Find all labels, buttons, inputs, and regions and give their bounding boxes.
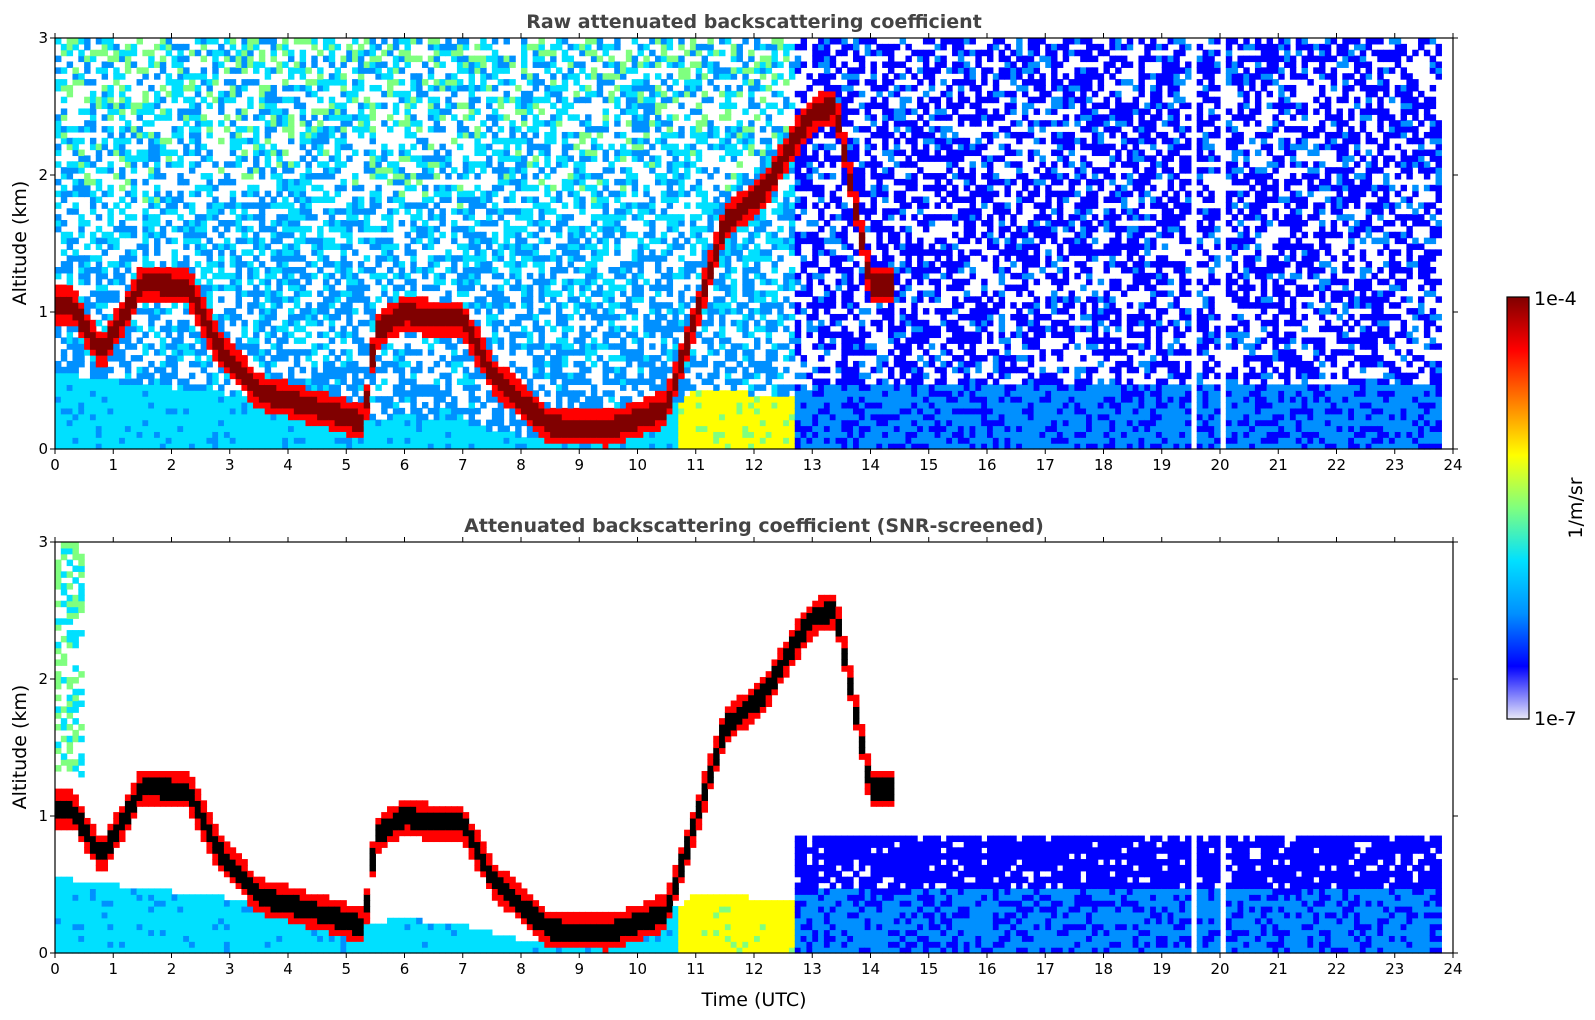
x-tick-label: 24 <box>1443 960 1462 978</box>
y-tick-label: 1 <box>38 807 48 825</box>
screened-heatmap <box>55 542 1453 954</box>
x-tick-label: 14 <box>861 960 880 978</box>
x-tick-label: 13 <box>803 960 822 978</box>
x-tick-label: 9 <box>574 960 584 978</box>
x-tick-label: 10 <box>628 456 647 474</box>
raw-panel-title: Raw attenuated backscattering coefficien… <box>526 11 982 33</box>
colorbar-min-label: 1e-7 <box>1534 708 1577 730</box>
y-tick-label: 2 <box>38 166 48 184</box>
x-tick-label: 23 <box>1385 456 1404 474</box>
screened-panel-title: Attenuated backscattering coefficient (S… <box>464 515 1044 537</box>
x-tick-label: 8 <box>516 960 526 978</box>
x-tick-label: 0 <box>50 960 60 978</box>
x-tick-label: 3 <box>225 456 235 474</box>
raw-backscatter-panel: Raw attenuated backscattering coefficien… <box>9 11 1463 474</box>
raw-y-axis-label: Altitude (km) <box>9 181 31 306</box>
x-tick-label: 18 <box>1094 960 1113 978</box>
x-tick-label: 19 <box>1152 960 1171 978</box>
x-tick-label: 18 <box>1094 456 1113 474</box>
x-tick-label: 14 <box>861 456 880 474</box>
colorbar-gradient <box>1507 297 1529 719</box>
raw-x-ticks: 0 1 2 3 4 5 6 7 8 9 10 11 12 13 14 15 16 17 18 19 20 21 22 23 24 <box>50 33 1463 474</box>
screened-y-ticks: 0 1 2 3 <box>38 533 1458 962</box>
screened-x-ticks: 0 1 2 3 4 5 6 7 8 9 10 11 12 13 14 15 16 17 18 19 20 21 22 23 24 <box>50 537 1463 978</box>
raw-y-ticks: 0 1 2 3 <box>38 29 1458 458</box>
colorbar-frame <box>1506 296 1530 720</box>
x-tick-label: 17 <box>1036 960 1055 978</box>
x-tick-label: 11 <box>686 960 705 978</box>
y-tick-label: 0 <box>38 440 48 458</box>
x-tick-label: 6 <box>400 960 410 978</box>
x-tick-label: 4 <box>283 456 293 474</box>
x-tick-label: 12 <box>744 960 763 978</box>
x-tick-label: 5 <box>341 456 351 474</box>
x-tick-label: 1 <box>108 960 118 978</box>
x-tick-label: 8 <box>516 456 526 474</box>
y-tick-label: 1 <box>38 303 48 321</box>
x-tick-label: 21 <box>1269 960 1288 978</box>
x-tick-label: 16 <box>977 960 996 978</box>
y-tick-label: 3 <box>38 533 48 551</box>
x-axis-label: Time (UTC) <box>700 989 806 1011</box>
x-tick-label: 5 <box>341 960 351 978</box>
x-tick-label: 7 <box>458 456 468 474</box>
x-tick-label: 6 <box>400 456 410 474</box>
colorbar-units-label: 1/m/sr <box>1565 477 1587 538</box>
x-tick-label: 15 <box>919 456 938 474</box>
x-tick-label: 20 <box>1210 960 1229 978</box>
x-tick-label: 9 <box>574 456 584 474</box>
x-tick-label: 16 <box>977 456 996 474</box>
x-tick-label: 23 <box>1385 960 1404 978</box>
y-tick-label: 2 <box>38 670 48 688</box>
x-tick-label: 22 <box>1327 960 1346 978</box>
x-tick-label: 3 <box>225 960 235 978</box>
x-tick-label: 17 <box>1036 456 1055 474</box>
x-tick-label: 1 <box>108 456 118 474</box>
x-tick-label: 12 <box>744 456 763 474</box>
x-tick-label: 7 <box>458 960 468 978</box>
x-tick-label: 11 <box>686 456 705 474</box>
x-tick-label: 13 <box>803 456 822 474</box>
x-tick-label: 0 <box>50 456 60 474</box>
x-tick-label: 21 <box>1269 456 1288 474</box>
x-tick-label: 20 <box>1210 456 1229 474</box>
x-tick-label: 22 <box>1327 456 1346 474</box>
x-tick-label: 24 <box>1443 456 1462 474</box>
colorbar-max-label: 1e-4 <box>1534 288 1577 310</box>
x-tick-label: 15 <box>919 960 938 978</box>
y-tick-label: 3 <box>38 29 48 47</box>
x-tick-label: 10 <box>628 960 647 978</box>
screened-backscatter-panel: Attenuated backscattering coefficient (S… <box>9 515 1463 1011</box>
screened-y-axis-label: Altitude (km) <box>9 685 31 810</box>
raw-heatmap <box>55 38 1453 450</box>
x-tick-label: 4 <box>283 960 293 978</box>
y-tick-label: 0 <box>38 944 48 962</box>
x-tick-label: 19 <box>1152 456 1171 474</box>
colorbar: 1e-4 1e-7 1/m/sr <box>1506 288 1587 730</box>
x-tick-label: 2 <box>167 960 177 978</box>
x-tick-label: 2 <box>167 456 177 474</box>
